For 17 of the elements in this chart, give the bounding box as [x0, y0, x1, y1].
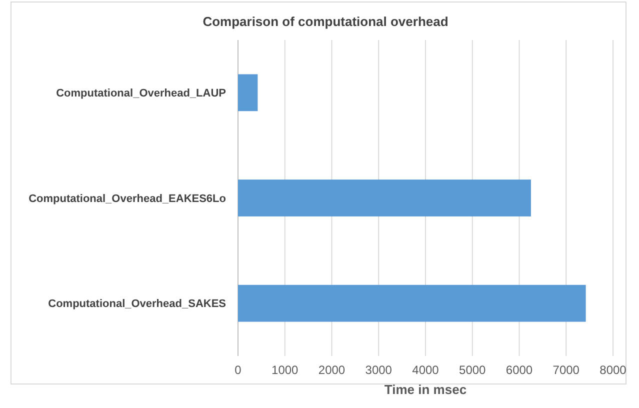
x-tick-label: 8000 [600, 363, 627, 377]
x-tick-label: 7000 [552, 363, 580, 377]
bar [238, 284, 586, 322]
chart-title: Comparison of computational overhead [202, 14, 448, 29]
y-tick-label: Computational_Overhead_SAKES [48, 298, 226, 310]
x-tick-label: 6000 [506, 363, 533, 377]
y-tick-label: Computational_Overhead_EAKES6Lo [28, 192, 226, 205]
x-tick-label: 0 [234, 363, 242, 377]
x-tick-label: 4000 [412, 363, 440, 377]
bar [238, 180, 531, 216]
x-axis-title: Time in msec [384, 382, 467, 397]
x-tick-label: 3000 [365, 363, 392, 377]
x-tick-label: 2000 [318, 363, 346, 377]
x-tick-label: 1000 [272, 363, 299, 377]
y-tick-label: Computational_Overhead_LAUP [56, 88, 226, 100]
x-tick-label: 5000 [459, 363, 486, 377]
bar [238, 74, 258, 112]
